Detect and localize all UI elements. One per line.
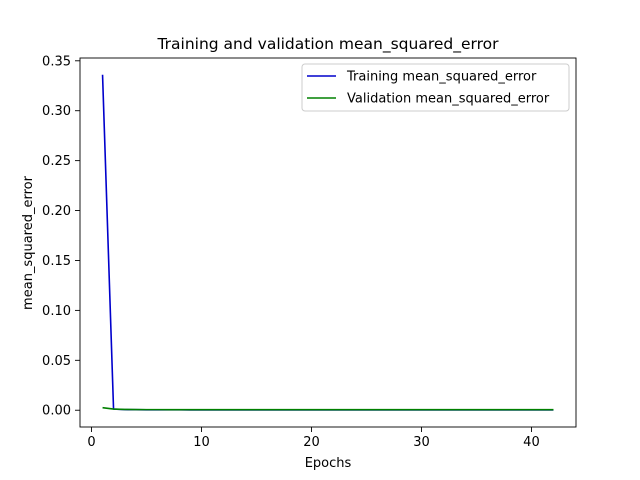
x-tick-label: 0 xyxy=(87,435,95,450)
x-tick-label: 20 xyxy=(303,435,320,450)
plot-area xyxy=(80,58,576,427)
series-line-validation xyxy=(102,406,554,411)
y-tick-label: 0.35 xyxy=(42,54,71,69)
x-axis: 0 10 20 30 40 xyxy=(87,427,540,450)
y-tick-label: 0.05 xyxy=(42,354,71,369)
legend-box xyxy=(301,63,570,112)
y-tick-label: 0.25 xyxy=(42,154,71,169)
y-tick-label: 0.00 xyxy=(42,404,71,419)
y-axis: 0.00 0.05 0.10 0.15 0.20 0.25 0.30 0.35 xyxy=(42,54,80,419)
legend: Training mean_squared_error Validation me… xyxy=(301,63,570,112)
x-tick-label: 10 xyxy=(193,435,210,450)
plot-border xyxy=(79,57,577,428)
x-axis-label: Epochs xyxy=(305,456,352,471)
x-tick-label: 30 xyxy=(413,435,430,450)
chart-title: Training and validation mean_squared_err… xyxy=(156,35,499,54)
y-axis-label: mean_squared_error xyxy=(21,175,36,310)
series-layer xyxy=(101,74,554,411)
y-tick-label: 0.15 xyxy=(42,254,71,269)
y-tick-label: 0.10 xyxy=(42,304,71,319)
y-tick-label: 0.30 xyxy=(42,104,71,119)
y-tick-label: 0.20 xyxy=(42,204,71,219)
x-tick-label: 40 xyxy=(523,435,540,450)
legend-label: Training mean_squared_error xyxy=(346,70,537,85)
legend-label: Validation mean_squared_error xyxy=(347,92,550,107)
